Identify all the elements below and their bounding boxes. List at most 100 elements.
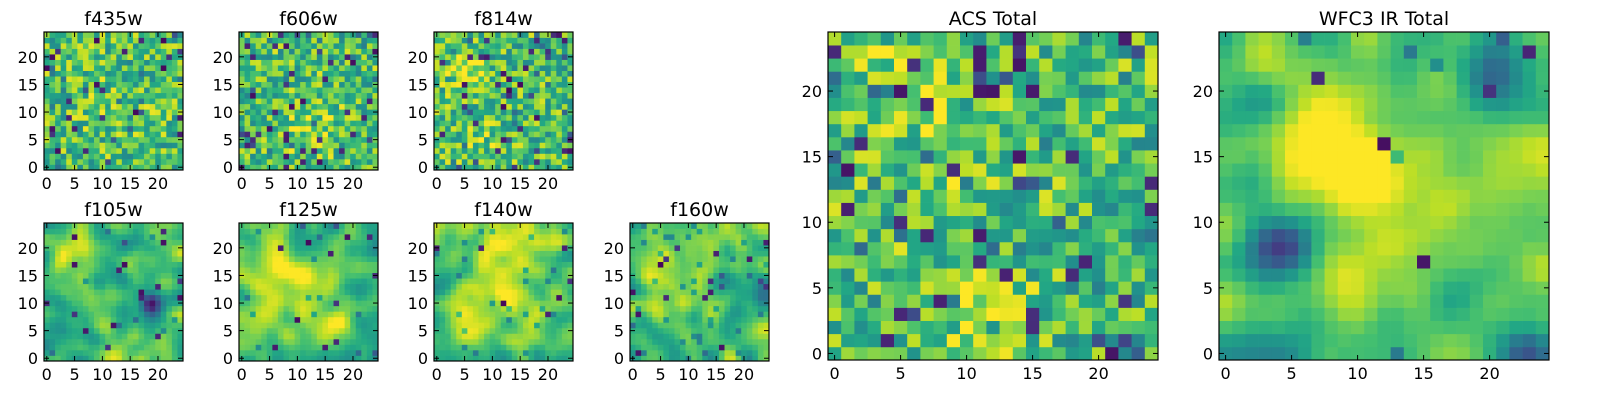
pixel-cell bbox=[561, 37, 568, 44]
y-tick-label: 10 bbox=[213, 103, 233, 122]
pixel-cell bbox=[121, 256, 128, 262]
pixel-cell bbox=[277, 76, 284, 83]
pixel-cell bbox=[311, 355, 318, 362]
pixel-cell bbox=[478, 48, 485, 55]
pixel-cell bbox=[110, 54, 117, 60]
pixel-cell bbox=[127, 109, 134, 116]
pixel-cell bbox=[311, 239, 318, 246]
pixel-cell bbox=[144, 245, 150, 251]
pixel-cell bbox=[294, 70, 301, 77]
pixel-cell bbox=[155, 322, 162, 329]
pixel-cell bbox=[127, 87, 134, 94]
pixel-cell bbox=[461, 294, 468, 301]
pixel-cell bbox=[641, 283, 648, 290]
pixel-cell bbox=[244, 32, 251, 38]
pixel-cell bbox=[763, 234, 770, 240]
pixel-cell bbox=[49, 87, 56, 94]
pixel-cell bbox=[1039, 255, 1053, 269]
pixel-cell bbox=[344, 37, 351, 44]
pixel-cell bbox=[322, 316, 329, 323]
pixel-cell bbox=[1105, 268, 1119, 282]
pixel-cell bbox=[757, 267, 764, 274]
pixel-cell bbox=[550, 256, 557, 262]
pixel-cell bbox=[467, 81, 474, 88]
pixel-cell bbox=[741, 300, 748, 307]
pixel-cell bbox=[735, 250, 742, 257]
pixel-cell bbox=[361, 32, 368, 38]
pixel-cell bbox=[484, 92, 490, 99]
pixel-cell bbox=[71, 65, 78, 71]
pixel-cell bbox=[730, 289, 736, 296]
pixel-cell bbox=[894, 163, 908, 177]
pixel-cell bbox=[467, 333, 474, 340]
pixel-cell bbox=[71, 300, 78, 307]
pixel-cell bbox=[49, 278, 56, 285]
pixel-cell bbox=[138, 158, 145, 165]
pixel-cell bbox=[300, 109, 307, 116]
pixel-cell bbox=[713, 289, 720, 296]
pixel-cell bbox=[94, 333, 100, 340]
pixel-cell bbox=[522, 103, 529, 110]
pixel-cell bbox=[255, 272, 262, 279]
pixel-cell bbox=[60, 355, 67, 362]
pixel-cell bbox=[316, 239, 323, 246]
pixel-cell bbox=[489, 76, 496, 83]
pixel-cell bbox=[322, 228, 329, 235]
pixel-cell bbox=[1012, 202, 1027, 217]
panel-title: f435w bbox=[84, 8, 143, 30]
pixel-cell bbox=[550, 65, 557, 71]
pixel-cell bbox=[55, 333, 62, 340]
pixel-cell bbox=[663, 250, 670, 257]
pixel-cell bbox=[322, 239, 329, 246]
pixel-cell bbox=[355, 120, 362, 127]
pixel-cell bbox=[946, 215, 961, 230]
pixel-cell bbox=[467, 256, 474, 262]
pixel-cell bbox=[461, 344, 468, 351]
pixel-cell bbox=[94, 32, 100, 38]
pixel-cell bbox=[105, 338, 112, 345]
pixel-cell bbox=[149, 272, 156, 279]
pixel-cell bbox=[445, 120, 452, 127]
pixel-cell bbox=[550, 278, 557, 285]
pixel-cell bbox=[366, 322, 373, 329]
pixel-cell bbox=[94, 164, 100, 171]
pixel-cell bbox=[1039, 189, 1053, 203]
pixel-cell bbox=[266, 153, 273, 160]
pixel-cell bbox=[110, 59, 117, 66]
pixel-cell bbox=[646, 267, 653, 274]
pixel-cell bbox=[545, 147, 552, 154]
pixel-cell bbox=[289, 65, 295, 71]
pixel-cell bbox=[467, 158, 474, 165]
pixel-cell bbox=[60, 103, 67, 110]
pixel-cell bbox=[77, 103, 84, 110]
pixel-cell bbox=[272, 267, 279, 274]
pixel-cell bbox=[545, 272, 552, 279]
pixel-cell bbox=[344, 98, 351, 105]
pixel-cell bbox=[495, 223, 502, 229]
pixel-cell bbox=[66, 153, 73, 160]
pixel-cell bbox=[99, 228, 106, 235]
pixel-cell bbox=[561, 261, 568, 268]
pixel-cell bbox=[344, 125, 351, 132]
x-tick-label: 5 bbox=[69, 174, 79, 193]
pixel-cell bbox=[472, 87, 479, 94]
pixel-cell bbox=[88, 228, 95, 235]
pixel-cell bbox=[149, 283, 156, 290]
pixel-cell bbox=[973, 333, 987, 348]
pixel-cell bbox=[66, 76, 73, 83]
pixel-cell bbox=[261, 261, 268, 268]
pixel-cell bbox=[746, 283, 753, 290]
pixel-cell bbox=[239, 283, 245, 290]
pixel-cell bbox=[484, 245, 490, 251]
pixel-cell bbox=[517, 305, 524, 312]
pixel-cell bbox=[707, 344, 714, 351]
pixel-cell bbox=[680, 234, 686, 240]
pixel-cell bbox=[534, 349, 540, 356]
pixel-cell bbox=[472, 54, 479, 60]
pixel-cell bbox=[239, 294, 245, 301]
pixel-cell bbox=[171, 327, 178, 334]
pixel-cell bbox=[641, 272, 648, 279]
pixel-cell bbox=[277, 114, 284, 121]
pixel-cell bbox=[668, 338, 675, 345]
x-tick-label: 15 bbox=[315, 365, 335, 384]
